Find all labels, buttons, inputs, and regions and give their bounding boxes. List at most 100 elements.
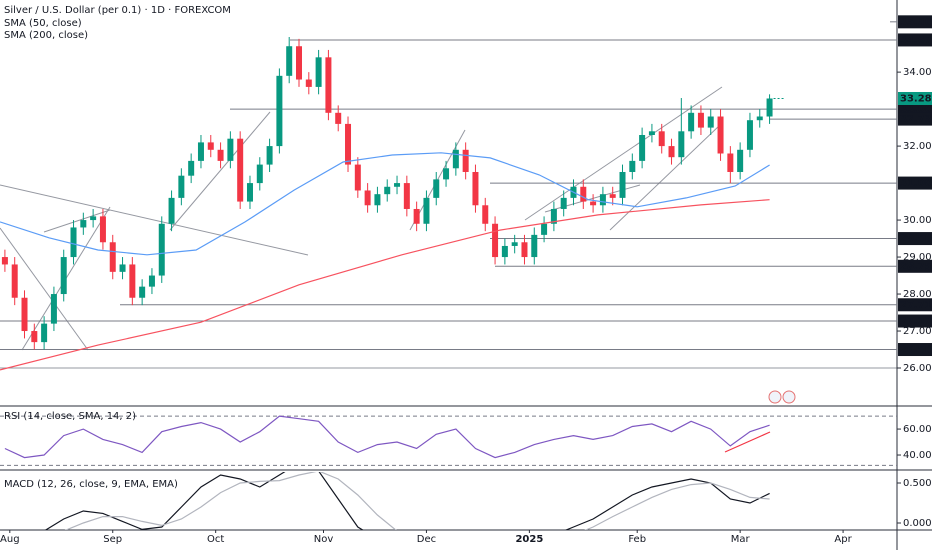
candle-body — [668, 146, 675, 158]
candle-body — [364, 190, 371, 206]
y-tick-label: 26.000 — [903, 363, 932, 374]
candle-body — [188, 160, 195, 176]
candle-body — [70, 227, 77, 258]
candle-body — [531, 234, 538, 258]
candle-body — [246, 183, 253, 202]
pane — [0, 415, 897, 466]
y-tick-label: 40.00 — [903, 450, 932, 461]
candle-body — [50, 294, 57, 324]
level-label: 26.500 — [900, 345, 932, 356]
candle-body — [21, 297, 28, 332]
candle-body — [90, 216, 97, 221]
level-label-box — [898, 112, 932, 126]
series-line — [44, 472, 770, 530]
x-tick-label: 2025 — [515, 534, 543, 545]
candle-body — [697, 112, 704, 128]
candle-body — [756, 116, 763, 121]
candle-body — [472, 171, 479, 206]
candle-body — [345, 123, 352, 165]
candle-body — [325, 57, 332, 113]
chart-title: Silver / U.S. Dollar (per 0.1) · 1D · FO… — [4, 5, 231, 16]
level-label-box — [898, 298, 932, 312]
y-tick-label: 32.000 — [903, 141, 932, 152]
candle-body — [560, 197, 567, 209]
level-label: 31.000 — [900, 178, 932, 189]
event-icon[interactable] — [768, 390, 782, 404]
candle-body — [590, 201, 597, 206]
candle-body — [482, 205, 489, 224]
y-tick-label: 30.000 — [903, 215, 932, 226]
candle-body — [139, 286, 146, 298]
candle-body — [443, 168, 450, 180]
level-label-box — [898, 314, 932, 328]
candle-body — [423, 197, 430, 224]
candle-body — [1, 257, 8, 265]
level-label: 28.750 — [900, 261, 932, 272]
legend-entry: SMA (50, close) — [4, 18, 82, 29]
candle-body — [580, 186, 587, 202]
candle-body — [648, 131, 655, 135]
series-line — [64, 472, 770, 530]
trend-line — [43, 209, 111, 233]
candle-body — [452, 149, 459, 169]
x-tick-label: Mar — [731, 534, 751, 545]
candle-body — [619, 171, 626, 198]
candle-body — [521, 242, 528, 258]
level-label-box — [898, 176, 932, 190]
level-label-box — [898, 33, 932, 47]
candle-body — [178, 175, 185, 198]
trend-line — [169, 111, 271, 231]
trend-line — [0, 184, 309, 256]
series-line — [0, 152, 770, 256]
candle-body — [129, 264, 136, 298]
candle-body — [746, 120, 753, 150]
y-tick-label: 29.000 — [903, 252, 932, 263]
pane — [44, 472, 770, 530]
candle-body — [433, 179, 440, 198]
candle-body — [276, 75, 283, 147]
y-tick-label: 0.000 — [903, 518, 932, 529]
x-tick-label: Oct — [207, 534, 224, 545]
candle-body — [707, 116, 714, 128]
level-label: 29.500 — [900, 234, 932, 245]
trend-line — [544, 184, 641, 213]
x-tick-label: Dec — [417, 534, 436, 545]
marks — [0, 21, 897, 530]
candle-body — [109, 242, 116, 272]
candle-body — [511, 242, 518, 246]
candle-body — [80, 220, 87, 228]
legend-entry: SMA (200, close) — [4, 30, 88, 41]
candle-body — [286, 46, 293, 76]
candle-body — [629, 160, 636, 172]
trend-line — [524, 86, 723, 221]
x-tick-label: Feb — [628, 534, 646, 545]
rsi-trend-line — [724, 431, 771, 453]
axes: 34.000 32.000 30.000 29.000 28.000 27.000 26.0… — [0, 15, 932, 545]
candle-body — [374, 194, 381, 206]
candle-body — [658, 131, 665, 147]
candle-body — [11, 264, 18, 298]
series-line — [4, 415, 770, 459]
candle-body — [403, 183, 410, 209]
level-label-box — [898, 232, 932, 246]
trend-line — [609, 124, 721, 231]
candle-body — [413, 208, 420, 224]
candle-body — [41, 323, 48, 343]
last-price-box — [898, 91, 932, 105]
level-label: 34.870 — [900, 35, 932, 46]
candle-body — [501, 245, 508, 258]
candle-body — [296, 46, 302, 80]
candle-body — [717, 116, 724, 154]
series-line — [0, 199, 770, 371]
candle-body — [197, 142, 204, 161]
candle-body — [168, 197, 175, 224]
candle-body — [237, 138, 244, 202]
x-tick-label: Apr — [834, 534, 852, 545]
event-icon[interactable] — [782, 390, 796, 404]
candle-body — [766, 98, 773, 117]
candle-body — [31, 331, 38, 343]
x-tick-label: Nov — [314, 534, 334, 545]
candle-body — [492, 223, 499, 258]
level-label-box — [898, 15, 932, 29]
rsi-title: RSI (14, close, SMA, 14, 2) — [4, 411, 136, 422]
